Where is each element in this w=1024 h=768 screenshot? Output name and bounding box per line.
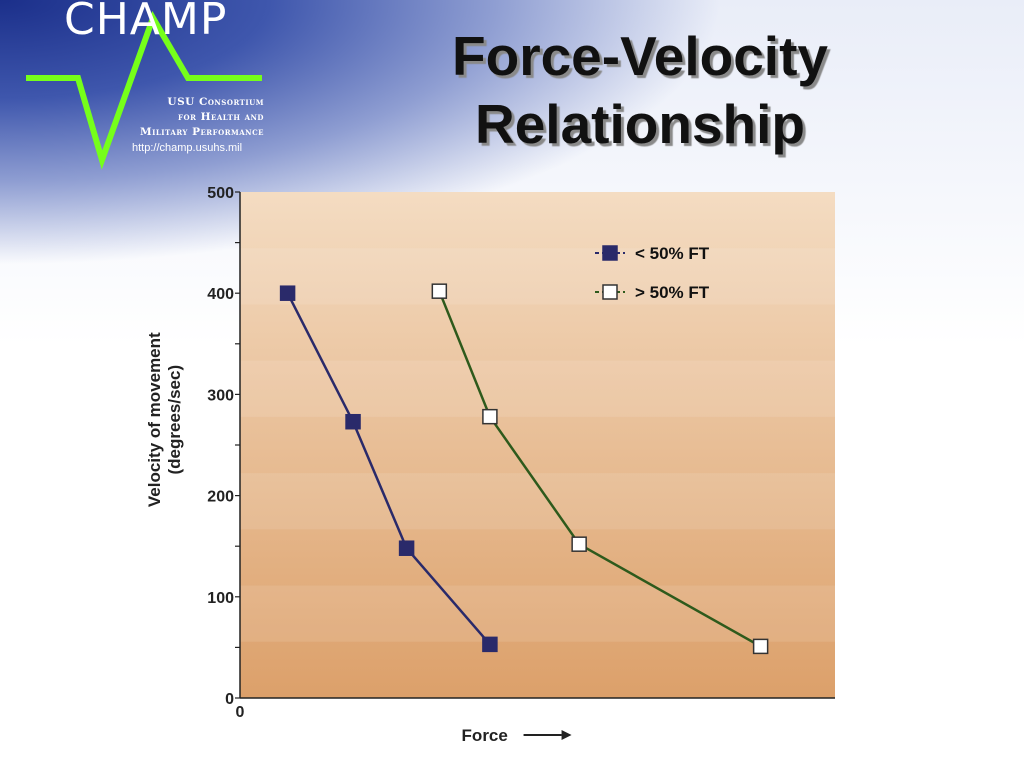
logo-line-2: for Health and — [178, 111, 264, 123]
chart-series — [279, 283, 769, 655]
y-tick-label: 100 — [207, 590, 234, 607]
y-tick-label: 200 — [207, 489, 234, 506]
logo-title: CHAMP — [64, 0, 228, 45]
force-velocity-chart: 0 100 200 300 400 500 0 < 50% FT > 50% FT Veloc… — [145, 185, 835, 745]
x-axis-title: Force — [462, 726, 508, 745]
slide-title: Force-Velocity Relationship — [390, 22, 890, 158]
slide-title-line-2: Relationship — [474, 93, 806, 155]
heartbeat-pulse-icon — [26, 10, 262, 170]
x-axis-arrow-icon — [561, 730, 572, 740]
logo-line-3: Military Performance — [139, 126, 264, 138]
data-point-marker — [431, 283, 448, 299]
series-line-1 — [438, 290, 762, 648]
series-line-0 — [286, 292, 491, 646]
data-point-marker — [752, 638, 769, 655]
chart-axis-labels: Velocity of movement(degrees/sec) Force — [145, 332, 572, 745]
plot-background — [240, 192, 835, 698]
y-axis-title: Velocity of movement(degrees/sec) — [145, 332, 184, 507]
data-point-marker — [482, 636, 498, 653]
logo-line-1: USU Consortium — [167, 96, 264, 108]
y-axis-title-line-1: Velocity of movement — [145, 332, 164, 507]
slide-title-line-1: Force-Velocity — [452, 25, 828, 87]
legend-marker — [602, 245, 618, 261]
x-origin-label: 0 — [236, 704, 245, 721]
y-axis-title-line-2: (degrees/sec) — [165, 365, 184, 475]
legend-marker — [602, 284, 618, 300]
legend-label: < 50% FT — [635, 244, 710, 263]
y-tick-label: 400 — [207, 286, 234, 303]
plot-band — [240, 360, 835, 417]
y-tick-label: 0 — [225, 691, 234, 708]
champ-logo-graphic — [26, 10, 262, 170]
champ-logo: CHAMP USU Consortium for Health and Mili… — [20, 0, 270, 175]
y-tick-label: 500 — [207, 185, 234, 202]
plot-band — [240, 473, 835, 530]
data-point-marker — [345, 413, 361, 430]
plot-band — [240, 248, 835, 305]
y-tick-label: 300 — [207, 387, 234, 404]
plot-area — [240, 192, 835, 698]
legend-label: > 50% FT — [635, 283, 710, 302]
plot-band — [240, 585, 835, 642]
data-point-marker — [279, 285, 296, 301]
data-point-marker — [482, 408, 498, 425]
chart-axes: 0 100 200 300 400 500 0 — [207, 185, 835, 721]
logo-url: http://champ.usuhs.mil — [132, 142, 243, 154]
data-point-marker — [571, 536, 587, 552]
data-point-marker — [398, 540, 415, 556]
chart-legend: < 50% FT > 50% FT — [595, 244, 710, 302]
